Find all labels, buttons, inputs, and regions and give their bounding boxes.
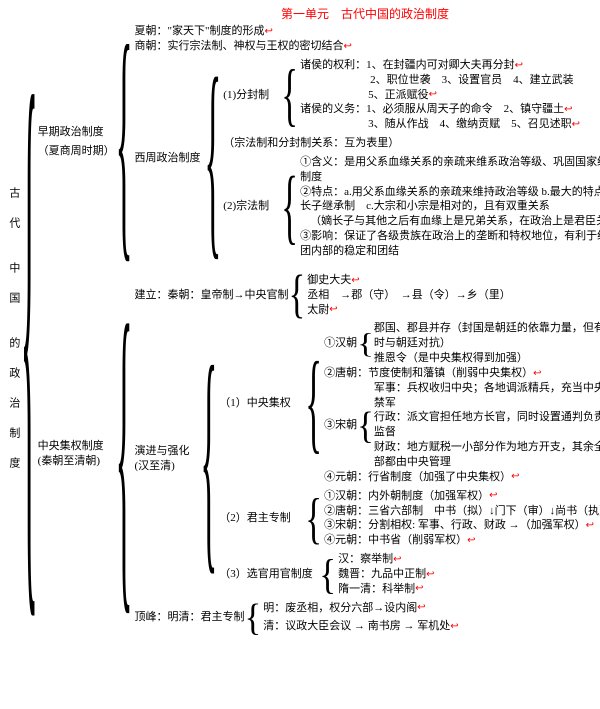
mark-icon: ↩ <box>564 103 572 117</box>
zf-brace: { <box>281 186 298 228</box>
jl-c: 太尉 <box>307 303 329 318</box>
zy-han-lbl: ①汉朝 <box>324 336 357 351</box>
mark-icon: ↩ <box>429 88 437 102</box>
central-section: 中央集权制度 (秦朝至清朝) { 建立：秦朝：皇帝制→中央官制 { 御史大夫↩ … <box>38 273 600 634</box>
mark-icon: ↩ <box>572 118 580 132</box>
peak-qing: 清：议政大臣会议 → 南书房 → 军机处 <box>263 619 450 634</box>
jz-yuan: ④元朝：中书省（削弱军权） <box>324 533 467 548</box>
evolution-block: 演进与强化 (汉至清) { （1）中央集权 { ①汉朝 { <box>134 321 600 596</box>
peak-ming: 明：废丞相，权分六部→设内阁 <box>263 601 417 616</box>
jl-label: 建立：秦朝：皇帝制→中央官制 <box>134 288 288 303</box>
jl-brace: { <box>288 282 305 308</box>
xg-c: 隋一清：科举制 <box>338 582 415 597</box>
relation-line: （宗法制和分封制关系：互为表里） <box>223 136 600 151</box>
zf-label: (2)宗法制 <box>223 199 281 214</box>
xizhou-brace: { <box>204 103 221 213</box>
xg-block: （3）选官用官制度 { 汉：察举制↩ 魏晋：九品中正制↩ 隋一清：科举制↩ <box>219 552 600 597</box>
mark-icon: ↩ <box>329 303 337 317</box>
early-section: 早期政治制度 （夏商周时期） { 夏朝："家天下"制度的形成 ↩ 商朝：实行宗法… <box>38 24 600 259</box>
xia-line: 夏朝："家天下"制度的形成 <box>134 24 264 39</box>
zf-b2: （嫡长子与其他之后有血缘上是兄弟关系，在政治上是君臣关系） <box>300 214 600 229</box>
mark-icon: ↩ <box>417 601 425 615</box>
mark-icon: ↩ <box>489 489 497 503</box>
zongfa-block: (2)宗法制 { ①含义：是用父系血缘关系的亲疏来维系政治等级、巩固国家统治的制… <box>223 155 600 259</box>
ff-duties1: 诸侯的义务：1、必须服从周天子的命令 2、镇守疆土 <box>300 102 564 117</box>
mark-icon: ↩ <box>426 568 434 582</box>
early-sub: （夏商周时期） <box>38 144 116 159</box>
ff-rights1: 诸侯的权利：1、在封疆内可对卿大夫再分封 <box>300 58 515 73</box>
xg-b: 魏晋：九品中正制 <box>338 567 426 582</box>
mark-icon: ↩ <box>533 367 541 381</box>
jl-b: 丞相 →郡（守） →县（令）→乡（里） <box>307 288 511 303</box>
zy-han-a: 郡国、郡县并存（封国是朝廷的依靠力量，但有时与朝廷对抗） <box>374 321 600 351</box>
peak-brace: { <box>244 608 261 627</box>
root-label: 古 代 中 国 的 政 治 制 度 <box>6 187 21 472</box>
zy-song-a: 军事：兵权收归中央；各地调派精兵，充当中央禁军 <box>374 381 600 411</box>
mark-icon: ↩ <box>586 519 594 533</box>
peak-block: 顶峰：明清：君主专制 { 明：废丞相，权分六部→设内阁↩ 清：议政大臣会议 → … <box>134 601 600 635</box>
mark-icon: ↩ <box>467 534 475 548</box>
jl-a: 御史大夫 <box>307 273 351 288</box>
root-tree: 古 代 中 国 的 政 治 制 度 { 早期政治制度 （夏商周时期） { 夏朝：… <box>6 24 594 634</box>
fenfeng-block: (1)分封制 { 诸侯的权利：1、在封疆内可对卿大夫再分封↩ 2、职位世袭 3、… <box>223 58 600 132</box>
zy-tang: ②唐朝：节度使制和藩镇（削弱中央集权） <box>324 366 533 381</box>
zy-song-b: 行政：派文官担任地方长官，同时设置通判负责监督 <box>374 410 600 440</box>
fenfeng-label: (1)分封制 <box>223 88 281 103</box>
mark-icon: ↩ <box>351 274 359 288</box>
zy-yuan: ④元朝：行省制度（加强了中央集权） <box>324 470 511 485</box>
zy-han-b: 推恩令（是中央集权得到加强） <box>374 351 600 366</box>
xizhou-block: 西周政治制度 { (1)分封制 { 诸侯的权利：1、在封疆内可对卿大夫再分封↩ … <box>134 58 600 259</box>
jz-label: （2）君主专制 <box>219 511 305 526</box>
yj-label: 演进与强化 <box>134 444 200 459</box>
unit-title: 第一单元 古代中国的政治制度 <box>136 6 594 22</box>
zf-a: ①含义：是用父系血缘关系的亲疏来维系政治等级、巩固国家统治的制度 <box>300 155 600 185</box>
central-sub: (秦朝至清朝) <box>38 454 116 469</box>
xg-a: 汉：察举制 <box>338 552 393 567</box>
mark-icon: ↩ <box>393 553 401 567</box>
mark-icon: ↩ <box>415 582 423 596</box>
central-brace: { <box>116 366 133 541</box>
zf-c: ③影响：保证了各级贵族在政治上的垄断和特权地位，有利于统治集团内部的稳定和团结 <box>300 229 600 259</box>
central-label: 中央集权制度 <box>38 439 116 454</box>
zy-brace: { <box>305 375 322 431</box>
zy-label: （1）中央集权 <box>219 396 305 411</box>
early-brace: { <box>116 76 133 207</box>
xg-brace: { <box>319 564 336 585</box>
jz-tang: ②唐朝：三省六部制 中书（拟）↓门下（审）↓尚书（执） <box>324 504 600 519</box>
early-label: 早期政治制度 <box>38 125 116 140</box>
jz-song: ③宋朝：分割相权: 军事、行政、财政 →（加强军权） <box>324 518 586 533</box>
ff-duties2: 3、随从作战 4、缴纳贡赋 5、召见述职 <box>368 117 572 132</box>
mark-icon: ↩ <box>515 59 523 73</box>
xg-label: （3）选官用官制度 <box>219 567 319 582</box>
root-brace: { <box>21 172 38 487</box>
zy-block: （1）中央集权 { ①汉朝 { 郡国、郡县并存（封国是朝廷的依靠力量，但有时与朝… <box>219 321 600 484</box>
underline-icon: ↩ <box>264 25 272 39</box>
underline-icon: ↩ <box>343 40 351 54</box>
mark-icon: ↩ <box>511 470 519 484</box>
xizhou-label: 西周政治制度 <box>134 151 204 166</box>
jz-han: ①汉朝：内外朝制度（加强军权） <box>324 489 489 504</box>
ff-brace: { <box>281 77 298 112</box>
yj-brace: { <box>200 396 217 522</box>
jz-block: （2）君主专制 { ①汉朝：内外朝制度（加强军权）↩ ②唐朝：三省六部制 中书（… <box>219 489 600 548</box>
ff-rights3: 5、正派赋役 <box>368 88 429 103</box>
song-brace: { <box>357 416 374 435</box>
yj-sub: (汉至清) <box>134 459 200 474</box>
ff-rights2: 2、职位世袭 3、设置官员 4、建立武装 <box>302 73 580 88</box>
zf-b: ②特点：a.用父系血缘关系的亲疏来维持政治等级 b.最大的特点：嫡长子继承制 c… <box>300 185 600 215</box>
zy-song-c: 财政：地方赋税一小部分作为地方开支，其余全部都由中央管理 <box>374 440 600 470</box>
zy-song-lbl: ③宋朝 <box>324 418 357 433</box>
jz-brace: { <box>305 504 322 532</box>
shang-line: 商朝：实行宗法制、神权与王权的密切结合 <box>134 39 343 54</box>
han-brace: { <box>357 337 374 351</box>
mark-icon: ↩ <box>450 620 458 634</box>
peak-label: 顶峰：明清：君主专制 <box>134 610 244 625</box>
